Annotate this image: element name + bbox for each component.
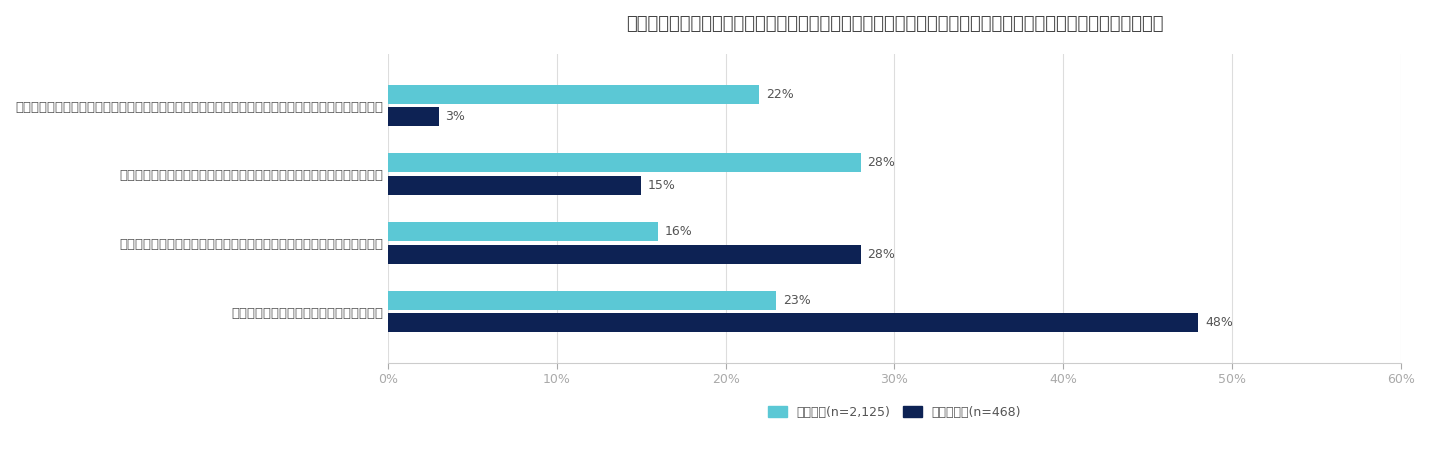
Bar	[388, 153, 861, 173]
Legend: 日系企業(n=2,125), 外資系企業(n=468): 日系企業(n=2,125), 外資系企業(n=468)	[768, 405, 1021, 419]
Text: 15%: 15%	[648, 179, 676, 192]
Bar	[388, 313, 1198, 333]
Text: 22%: 22%	[766, 88, 794, 101]
Bar	[388, 245, 861, 264]
Bar	[388, 107, 439, 126]
Bar	[388, 176, 641, 195]
Text: 28%: 28%	[868, 248, 895, 261]
Text: 16%: 16%	[665, 225, 692, 238]
Bar	[388, 290, 776, 310]
Bar	[388, 222, 658, 241]
Bar	[388, 85, 759, 104]
Title: あなたの勤務先で、「カスタマーサクセス」に取り組んでいる部署、または担当者はいますか？（企業資本別）: あなたの勤務先で、「カスタマーサクセス」に取り組んでいる部署、または担当者はいま…	[626, 15, 1163, 33]
Text: 48%: 48%	[1205, 316, 1233, 329]
Text: 23%: 23%	[784, 294, 811, 307]
Text: 28%: 28%	[868, 157, 895, 169]
Text: 3%: 3%	[445, 110, 465, 123]
